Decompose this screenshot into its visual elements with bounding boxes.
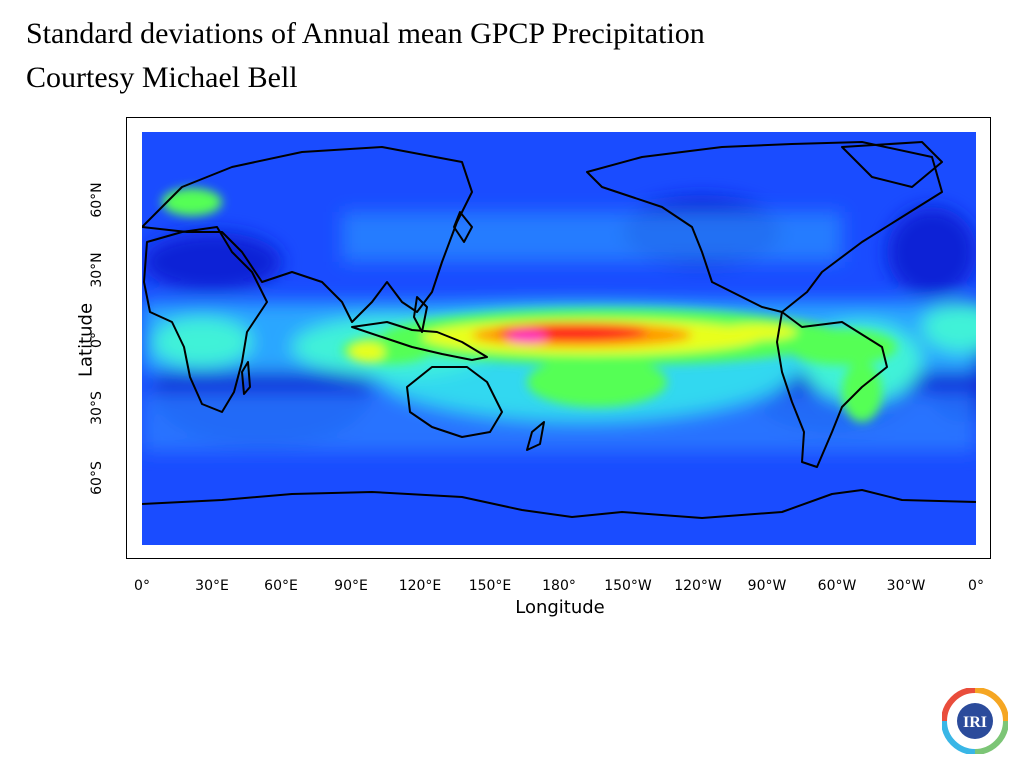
x-tick-180: 180° <box>542 578 576 594</box>
x-tick-60e: 60°E <box>264 578 298 594</box>
coast-africa <box>143 226 268 413</box>
coast-eurasia <box>142 146 473 323</box>
x-tick-60w: 60°W <box>817 578 857 594</box>
coast-madagascar <box>241 361 251 395</box>
coast-south-america <box>776 311 888 468</box>
coast-antarctica <box>142 489 976 519</box>
x-tick-90w: 90°W <box>747 578 787 594</box>
precipitation-std-map <box>142 132 976 545</box>
iri-logo-svg: IRI <box>941 687 1009 755</box>
y-tick-60s: 60°S <box>89 461 105 495</box>
x-tick-120e: 120°E <box>398 578 442 594</box>
x-tick-30e: 30°E <box>195 578 229 594</box>
x-tick-120w: 120°W <box>674 578 722 594</box>
y-tick-30n: 30°N <box>89 252 105 288</box>
coast-north-america <box>586 141 943 313</box>
x-tick-30w: 30°W <box>886 578 926 594</box>
x-tick-150w: 150°W <box>604 578 652 594</box>
y-tick-30s: 30°S <box>89 391 105 425</box>
y-tick-60n: 60°N <box>89 182 105 218</box>
coastlines <box>142 141 976 519</box>
slide-subtitle: Courtesy Michael Bell <box>26 61 298 94</box>
iri-logo-text: IRI <box>963 714 987 731</box>
x-axis-label: Longitude <box>515 597 605 618</box>
coast-maritime <box>351 321 488 361</box>
coast-greenland <box>841 141 943 188</box>
slide-title: Standard deviations of Annual mean GPCP … <box>26 17 705 50</box>
y-axis-label: Latitude <box>75 302 97 378</box>
coast-japan <box>453 211 473 243</box>
coast-philippines <box>413 296 428 333</box>
coast-australia <box>406 366 503 438</box>
x-tick-150e: 150°E <box>468 578 512 594</box>
variance-hotspots <box>162 188 897 422</box>
slide-title-block: Standard deviations of Annual mean GPCP … <box>26 12 705 100</box>
iri-badge <box>957 703 993 739</box>
map-svg <box>142 132 976 545</box>
x-tick-0: 0° <box>134 578 150 594</box>
x-tick-0-end: 0° <box>968 578 984 594</box>
iri-logo: IRI <box>941 687 1009 755</box>
x-tick-90e: 90°E <box>334 578 368 594</box>
coast-new-zealand <box>526 421 545 451</box>
